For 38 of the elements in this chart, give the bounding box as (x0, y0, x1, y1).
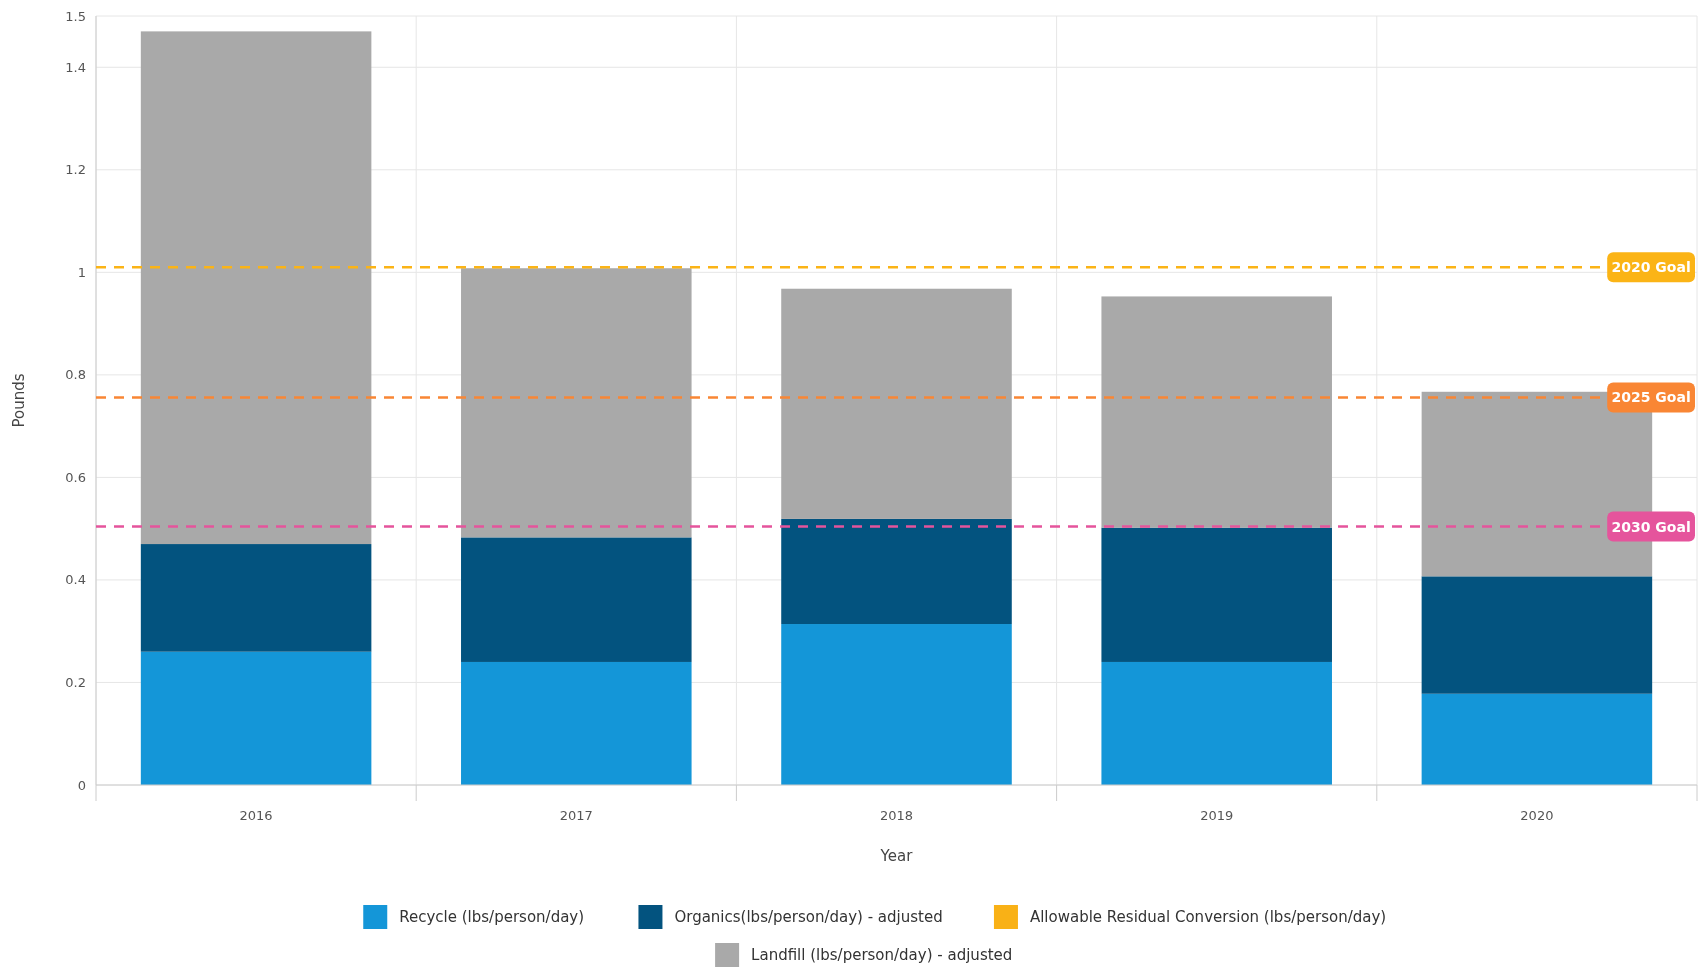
bar (1101, 296, 1332, 528)
y-tick-label: 0 (77, 777, 86, 793)
bar (140, 544, 372, 652)
y-tick-label: 0.6 (65, 469, 86, 485)
y-tick-label: 0.2 (65, 675, 86, 691)
x-tick-label: 2016 (239, 808, 273, 823)
x-tick-label: 2018 (879, 808, 914, 823)
y-axis-title: Pounds (10, 373, 28, 428)
bar (1101, 661, 1332, 785)
bar (1101, 527, 1332, 662)
bar (781, 518, 1012, 625)
bar (461, 268, 692, 538)
bar (1421, 693, 1653, 785)
legend-label: Recycle (lbs/person/day) (399, 908, 585, 927)
bar (461, 537, 692, 662)
x-tick-label: 2019 (1200, 808, 1234, 823)
bar (1421, 391, 1653, 577)
bar (781, 624, 1012, 785)
bar (781, 288, 1012, 519)
bar (140, 651, 372, 785)
bar (461, 661, 692, 785)
legend-label: Organics(lbs/person/day) - adjusted (674, 908, 943, 927)
legend-label: Landfill (lbs/person/day) - adjusted (751, 946, 1013, 965)
ref-line-label: 2025 Goal (1611, 389, 1691, 406)
x-tick-label: 2017 (559, 808, 593, 823)
y-tick-label: 1.4 (65, 59, 86, 75)
ref-line-label: 2020 Goal (1611, 259, 1691, 276)
ref-line-label: 2030 Goal (1611, 518, 1691, 535)
legend-label: Allowable Residual Conversion (lbs/person/day) (1029, 908, 1387, 927)
bar (140, 31, 372, 545)
y-tick-label: 1.5 (65, 8, 86, 24)
y-tick-label: 1 (77, 264, 86, 280)
y-tick-label: 0.8 (65, 367, 86, 383)
x-tick-label: 2020 (1520, 808, 1554, 823)
y-tick-label: 0.4 (65, 572, 86, 588)
bar (1421, 576, 1653, 694)
x-axis-title: Year (879, 847, 914, 865)
y-tick-label: 1.2 (65, 162, 86, 178)
